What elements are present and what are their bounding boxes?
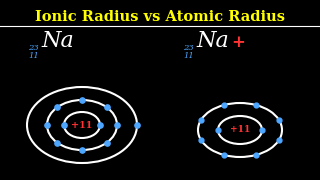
Text: Ionic Radius vs Atomic Radius: Ionic Radius vs Atomic Radius xyxy=(35,10,285,24)
Text: +11: +11 xyxy=(71,120,93,129)
Text: +11: +11 xyxy=(230,125,250,134)
Text: +: + xyxy=(231,34,245,51)
Text: 11: 11 xyxy=(28,52,39,60)
Text: Na: Na xyxy=(41,30,74,52)
Text: Na: Na xyxy=(196,30,229,52)
Text: 23: 23 xyxy=(28,44,39,52)
Text: 23: 23 xyxy=(183,44,194,52)
Text: 11: 11 xyxy=(183,52,194,60)
